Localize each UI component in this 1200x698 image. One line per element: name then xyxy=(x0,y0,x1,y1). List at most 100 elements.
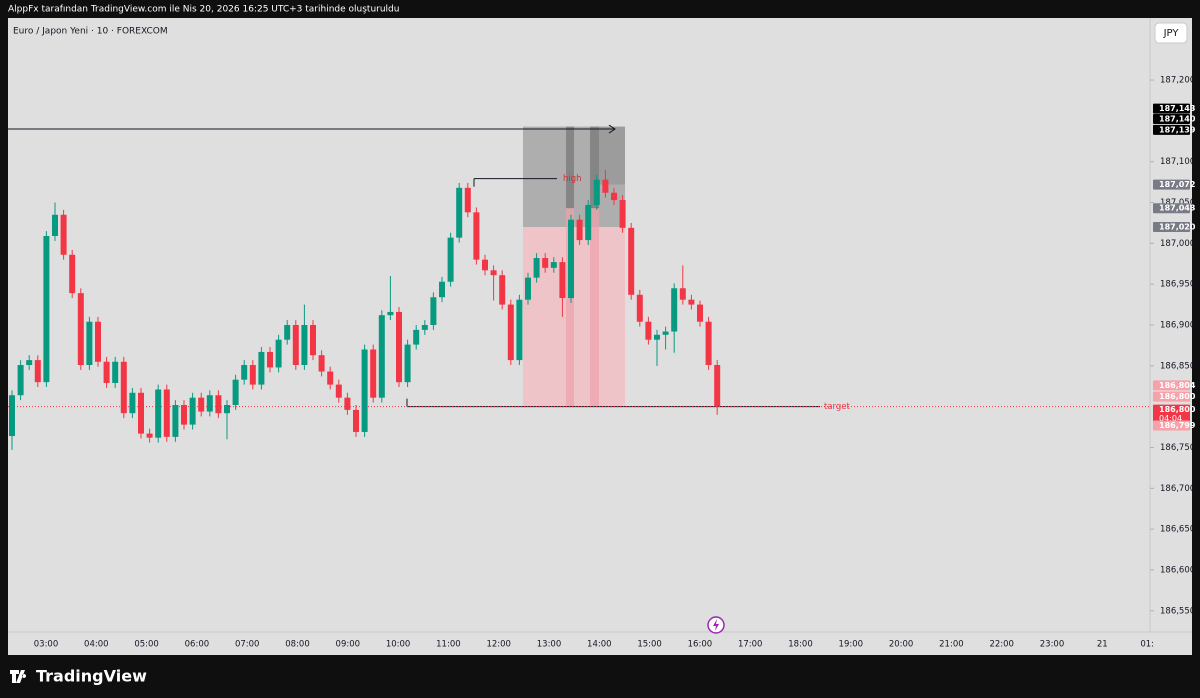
candle-body xyxy=(671,288,678,332)
time-axis: 03:00 04:00 05:00 06:00 07:00 08:00 09:00 10:00… xyxy=(34,640,1165,650)
x-tick-label: 01:00 xyxy=(1140,640,1165,650)
x-tick-label: 16:00 xyxy=(688,640,713,650)
candle-body xyxy=(86,321,93,366)
candle-body xyxy=(138,392,144,434)
y-tick-label: 186,650 xyxy=(1160,525,1195,535)
x-tick-label: 14:00 xyxy=(587,640,612,650)
candle-body xyxy=(353,409,359,432)
caption: AlppFx tarafından TradingView.com ile Ni… xyxy=(8,5,399,15)
x-tick-label: 06:00 xyxy=(185,640,210,650)
candle-body xyxy=(267,351,273,368)
x-tick-label: 23:00 xyxy=(1040,640,1065,650)
candle-body xyxy=(593,179,600,205)
candle-body xyxy=(413,329,420,345)
candle-body xyxy=(499,275,506,305)
entry-shade xyxy=(599,126,625,185)
y-tick-label: 187,050 xyxy=(1160,198,1195,208)
candle-body xyxy=(292,325,299,366)
candle-body xyxy=(172,405,179,437)
x-tick-label: 19:00 xyxy=(839,640,864,650)
price-label-box xyxy=(1153,222,1190,233)
price-label: 187,139 xyxy=(1159,125,1196,134)
candle-body xyxy=(370,349,377,398)
symbol-title: Euro / Japon Yeni · 10 · FOREXCOM xyxy=(13,27,168,37)
candle-body xyxy=(645,321,652,340)
y-tick-label: 186,600 xyxy=(1160,565,1195,575)
y-tick-label: 186,550 xyxy=(1160,606,1195,616)
price-label: 186,804 xyxy=(1159,381,1196,390)
candle-body xyxy=(550,262,557,268)
price-label: 187,143 xyxy=(1159,104,1195,113)
price-label: 187,043 xyxy=(1159,204,1195,213)
candle-body xyxy=(602,179,609,193)
candle-body xyxy=(654,334,660,340)
candle-body xyxy=(404,344,411,383)
price-label: 186,800 xyxy=(1159,405,1196,414)
candle-body xyxy=(482,259,488,271)
price-label: 186,800 xyxy=(1159,392,1196,401)
candle-body xyxy=(533,258,540,278)
candle-body xyxy=(181,405,187,425)
candle-body xyxy=(542,258,549,268)
x-tick-label: 12:00 xyxy=(486,640,511,650)
candle-body xyxy=(507,304,514,361)
candle-body xyxy=(198,397,205,412)
price-label-box xyxy=(1153,179,1190,190)
candle-body xyxy=(206,395,213,412)
x-tick-label: 08:00 xyxy=(285,640,310,650)
x-tick-label: 21:00 xyxy=(939,640,964,650)
candle-body xyxy=(103,361,110,383)
candle-body xyxy=(284,325,291,340)
candle-body xyxy=(421,325,428,330)
x-tick-label: 09:00 xyxy=(336,640,361,650)
candles xyxy=(9,169,721,450)
candle-body xyxy=(275,339,282,368)
candle-body xyxy=(189,397,196,425)
x-tick-label: 22:00 xyxy=(989,640,1014,650)
candle-body xyxy=(387,311,394,316)
candle-body xyxy=(705,321,712,366)
x-tick-label: 03:00 xyxy=(34,640,59,650)
candle-body xyxy=(335,384,342,398)
x-tick-label: 17:00 xyxy=(738,640,763,650)
x-tick-label: 13:00 xyxy=(537,640,562,650)
x-tick-label: 21 xyxy=(1097,640,1108,650)
candle-body xyxy=(396,311,402,383)
y-tick-label: 186,750 xyxy=(1160,443,1195,453)
countdown: 04:04 xyxy=(1159,414,1182,423)
candle-body xyxy=(26,360,33,366)
price-label: 186,799 xyxy=(1159,421,1196,430)
candle-body xyxy=(344,397,351,410)
x-tick-label: 07:00 xyxy=(235,640,260,650)
price-label-box xyxy=(1153,203,1190,214)
candle-body xyxy=(34,360,41,383)
candle-body xyxy=(129,392,136,414)
y-tick-label: 187,200 xyxy=(1160,76,1195,86)
candle-body xyxy=(636,294,643,322)
candle-body xyxy=(310,325,316,356)
price-label-box xyxy=(1153,391,1190,402)
candle-body xyxy=(155,389,162,438)
candle-body xyxy=(224,405,230,414)
y-tick-label: 186,900 xyxy=(1160,321,1195,331)
y-tick-label: 187,100 xyxy=(1160,157,1195,167)
price-label-box xyxy=(1153,420,1190,431)
candle-body xyxy=(662,331,669,335)
candle-body xyxy=(568,219,574,299)
candle-body xyxy=(525,277,531,300)
currency-label: JPY xyxy=(1163,28,1180,39)
x-tick-label: 18:00 xyxy=(788,640,813,650)
candle-body xyxy=(120,361,127,414)
x-tick-label: 04:00 xyxy=(84,640,109,650)
price-labels: 187,143187,140187,139187,072187,043187,0… xyxy=(1153,103,1196,431)
currency-button[interactable] xyxy=(1154,22,1188,44)
brand-logo xyxy=(10,670,27,683)
candle-body xyxy=(258,351,265,385)
target-strip xyxy=(566,208,574,407)
candle-body xyxy=(611,192,617,201)
y-tick-label: 187,000 xyxy=(1160,239,1195,249)
y-tick-label: 186,850 xyxy=(1160,361,1195,371)
y-tick-label: 186,700 xyxy=(1160,484,1195,494)
candle-body xyxy=(619,200,626,228)
candle-body xyxy=(430,297,437,325)
